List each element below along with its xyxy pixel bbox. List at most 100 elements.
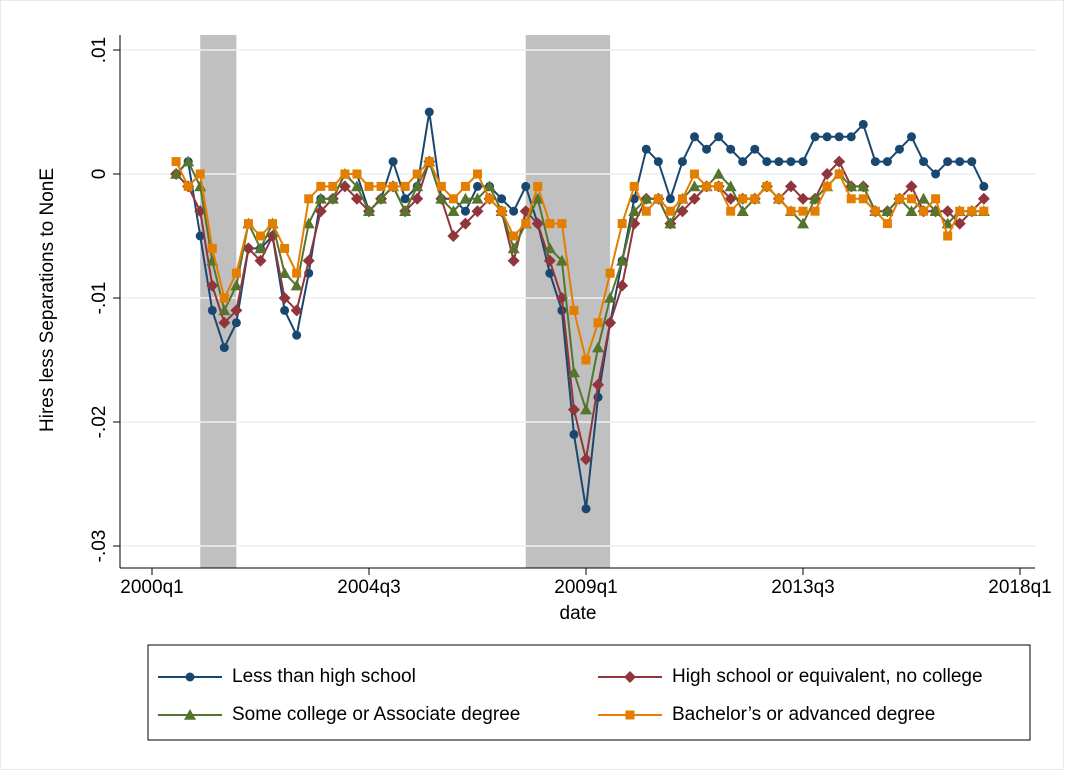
data-point: [833, 155, 846, 168]
data-point: [207, 305, 217, 315]
data-point: [688, 180, 701, 192]
data-point: [664, 217, 677, 229]
data-point: [762, 157, 772, 167]
data-point: [219, 343, 229, 353]
data-point: [569, 305, 579, 315]
data-point: [907, 132, 916, 142]
data-point: [858, 194, 868, 204]
legend-marker: [184, 709, 196, 720]
data-point: [497, 206, 507, 216]
data-point: [798, 157, 808, 167]
data-point: [314, 205, 327, 218]
data-point: [207, 243, 217, 253]
data-point: [350, 192, 363, 205]
data-point: [979, 206, 989, 216]
data-point: [774, 157, 784, 167]
data-point: [460, 206, 470, 216]
data-point: [448, 194, 458, 204]
data-point: [183, 181, 193, 191]
data-point: [278, 267, 291, 278]
data-point: [738, 194, 748, 204]
data-point: [543, 254, 556, 267]
data-point: [278, 292, 291, 304]
data-point: [280, 243, 290, 253]
data-point: [507, 242, 520, 254]
data-point: [580, 403, 592, 415]
data-point: [640, 192, 653, 204]
data-point: [230, 279, 243, 291]
data-point: [858, 119, 868, 129]
data-point: [821, 168, 834, 180]
data-point: [882, 219, 892, 229]
data-point: [473, 169, 482, 179]
data-point: [290, 279, 303, 291]
data-point: [605, 268, 615, 278]
data-point: [786, 206, 796, 216]
data-point: [726, 144, 736, 154]
y-axis-title: Hires less Separations to NonE: [37, 168, 58, 432]
data-point: [531, 217, 544, 230]
data-point: [919, 206, 929, 216]
data-point: [592, 378, 605, 391]
data-point: [616, 279, 629, 292]
data-point: [364, 181, 374, 191]
legend-label: Less than high school: [232, 666, 416, 687]
data-point: [797, 217, 809, 229]
data-point: [581, 504, 591, 514]
data-point: [810, 132, 820, 142]
data-point: [206, 279, 219, 292]
data-point: [170, 168, 183, 179]
x-tick-label: 2013q3: [771, 577, 834, 598]
data-point: [677, 194, 687, 204]
data-point: [641, 206, 651, 216]
data-point: [363, 205, 375, 216]
data-point: [774, 194, 784, 204]
data-point: [447, 230, 460, 242]
data-point: [555, 254, 568, 266]
data-point: [483, 180, 496, 192]
data-point: [979, 181, 989, 191]
data-point: [459, 192, 472, 204]
data-point: [929, 205, 942, 216]
data-point: [388, 157, 398, 167]
data-point: [919, 157, 929, 167]
data-point: [881, 205, 894, 216]
data-point: [931, 194, 941, 204]
data-point: [497, 194, 507, 204]
data-point: [797, 192, 809, 205]
data-point: [292, 330, 302, 340]
data-point: [314, 192, 327, 204]
data-point: [218, 316, 231, 329]
data-point: [521, 219, 531, 229]
data-point: [424, 107, 434, 117]
data-point: [604, 316, 617, 329]
data-point: [471, 192, 484, 204]
data-point: [845, 180, 858, 192]
data-point: [521, 181, 531, 191]
data-point: [195, 231, 205, 241]
data-point: [738, 157, 748, 167]
data-point: [690, 169, 699, 179]
data-point: [943, 157, 953, 167]
data-point: [350, 180, 363, 192]
data-point: [690, 132, 699, 142]
data-point: [629, 181, 639, 191]
legend-marker: [624, 671, 636, 683]
data-point: [688, 192, 701, 205]
legend-label: Bachelor’s or advanced degree: [672, 704, 935, 725]
data-point: [302, 217, 315, 229]
legend-box: [147, 644, 1031, 741]
data-point: [424, 157, 434, 167]
data-point: [967, 157, 977, 167]
data-point: [182, 155, 195, 167]
data-point: [338, 180, 351, 193]
data-point: [967, 206, 977, 216]
data-point: [326, 192, 339, 204]
data-point: [955, 206, 965, 216]
legend-label: High school or equivalent, no college: [672, 666, 983, 687]
data-point: [724, 180, 737, 192]
data-point: [352, 169, 362, 179]
data-point: [411, 180, 424, 192]
data-point: [254, 254, 267, 267]
